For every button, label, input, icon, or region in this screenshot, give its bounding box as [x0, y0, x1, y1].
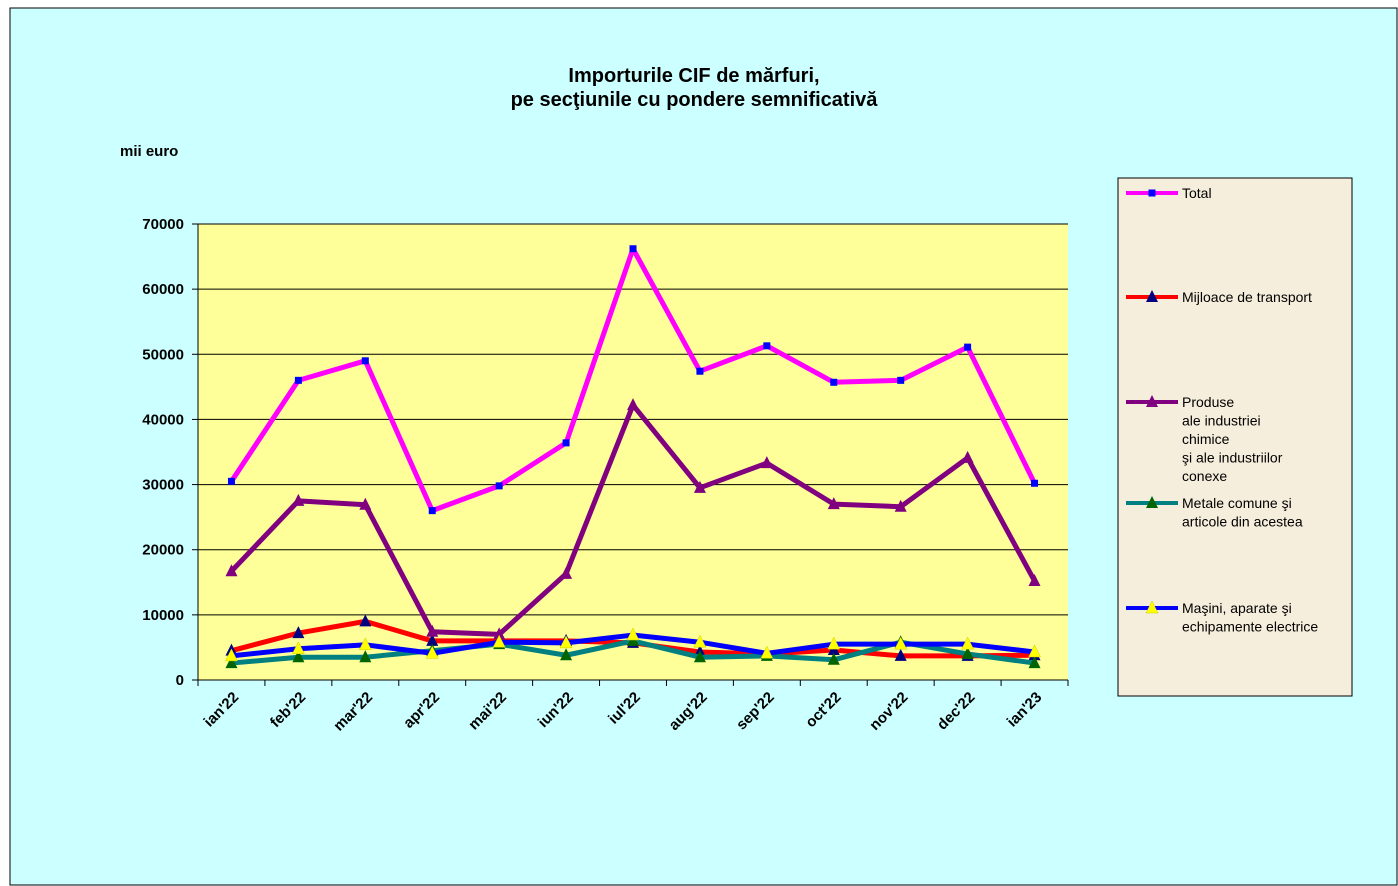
marker — [495, 482, 503, 490]
marker — [763, 342, 771, 350]
marker — [359, 614, 372, 627]
marker — [426, 633, 439, 646]
marker — [1028, 644, 1041, 658]
y-tick-label: 70000 — [142, 216, 184, 233]
marker — [225, 564, 238, 577]
marker — [1028, 656, 1041, 669]
marker — [961, 636, 975, 650]
marker — [562, 439, 570, 447]
marker — [830, 378, 838, 386]
marker — [559, 635, 573, 649]
y-tick-label: 0 — [176, 672, 184, 689]
marker — [693, 480, 706, 493]
marker — [760, 456, 773, 469]
marker — [1146, 496, 1158, 508]
marker — [425, 645, 439, 659]
marker — [428, 507, 436, 515]
marker — [961, 646, 974, 659]
marker — [894, 499, 907, 512]
marker — [1031, 479, 1039, 487]
marker — [225, 656, 238, 669]
marker — [626, 627, 640, 641]
marker — [827, 652, 840, 665]
marker — [292, 650, 305, 663]
marker — [358, 637, 372, 651]
legend-label: Produse ale industriei chimice şi ale indus… — [1182, 394, 1283, 484]
marker — [894, 636, 908, 650]
marker — [361, 357, 369, 365]
legend-label: Metale comune şi articole din acestea — [1182, 495, 1303, 530]
marker — [629, 245, 637, 253]
marker — [493, 627, 506, 640]
series — [225, 627, 1041, 662]
series — [225, 398, 1041, 640]
marker — [827, 636, 841, 650]
marker — [359, 497, 372, 510]
marker — [827, 497, 840, 510]
chart-title: Importurile CIF de mărfuri, pe secţiunile… — [511, 65, 879, 111]
y-axis-label: mii euro — [120, 143, 178, 160]
legend-label: Mijloace de transport — [1182, 289, 1312, 305]
marker — [560, 648, 573, 661]
marker — [560, 566, 573, 579]
marker — [292, 493, 305, 506]
legend-label: Total — [1182, 185, 1212, 201]
marker — [291, 641, 305, 654]
y-tick-label: 40000 — [142, 411, 184, 428]
y-tick-label: 20000 — [142, 542, 184, 559]
y-tick-label: 60000 — [142, 281, 184, 298]
marker — [1146, 290, 1158, 302]
marker — [1146, 395, 1158, 407]
marker — [1148, 189, 1156, 197]
marker — [292, 626, 305, 639]
marker — [492, 634, 506, 648]
series — [227, 245, 1039, 515]
marker — [225, 648, 238, 662]
y-tick-label: 30000 — [142, 477, 184, 494]
marker — [359, 650, 372, 663]
marker — [294, 376, 302, 384]
marker — [964, 343, 972, 351]
y-tick-label: 10000 — [142, 607, 184, 624]
marker — [1145, 600, 1159, 614]
marker — [961, 450, 974, 463]
marker — [760, 645, 774, 659]
legend-label: Maşini, aparate şi echipamente electrice — [1182, 600, 1318, 635]
y-tick-label: 50000 — [142, 346, 184, 363]
plot-area — [198, 224, 1068, 680]
marker — [1028, 573, 1041, 586]
marker — [693, 650, 706, 663]
marker — [227, 477, 235, 485]
marker — [693, 634, 707, 648]
marker — [627, 398, 639, 411]
marker — [426, 624, 439, 637]
marker — [897, 376, 905, 384]
marker — [696, 367, 704, 375]
marker — [894, 648, 907, 661]
